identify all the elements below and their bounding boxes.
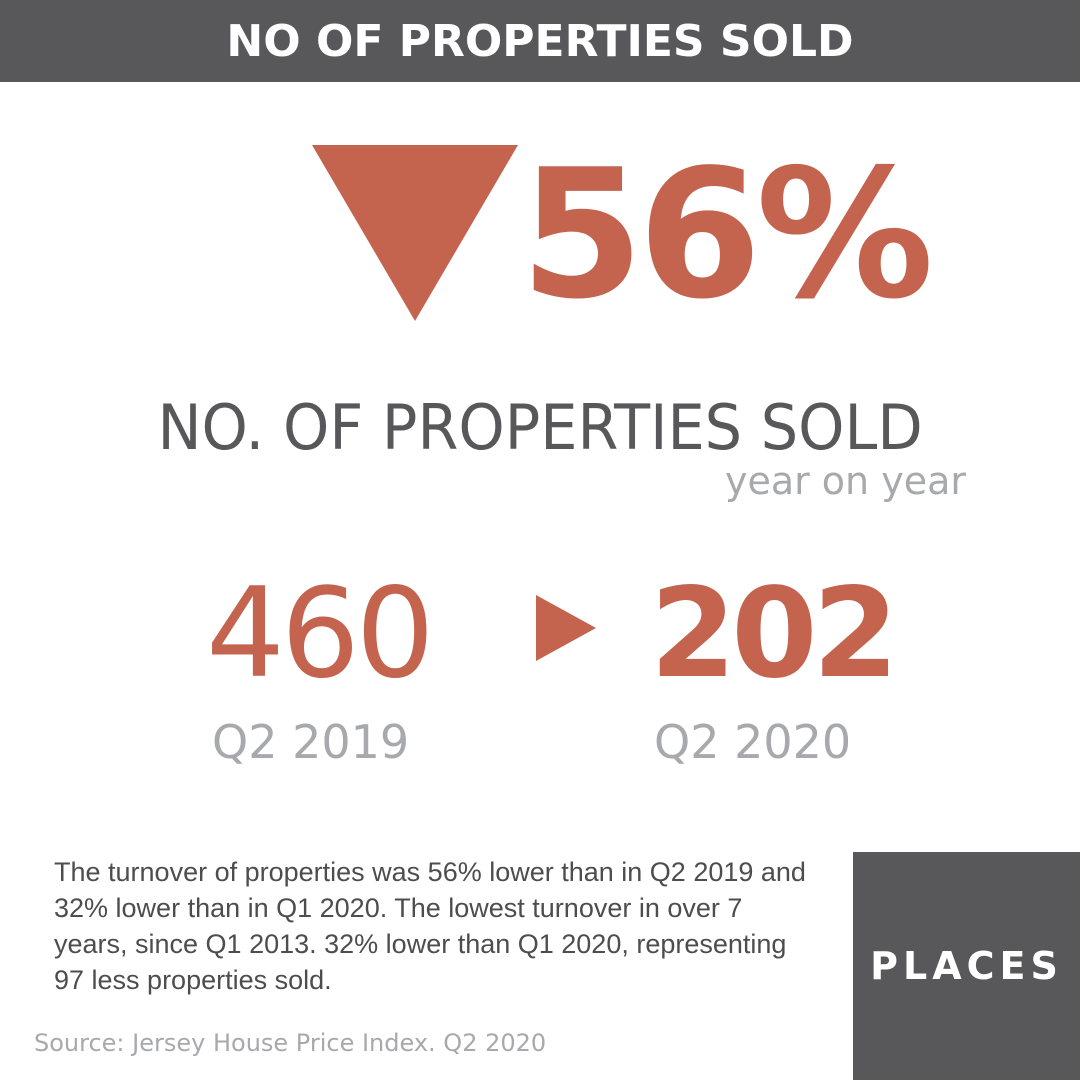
right-triangle-shape [536, 595, 596, 661]
after-value: 202 [650, 562, 899, 706]
down-triangle-shape [312, 145, 518, 321]
before-value: 460 [206, 562, 435, 706]
after-period: Q2 2020 [654, 715, 852, 769]
change-percent: 56% [520, 131, 934, 338]
description-text: The turnover of properties was 56% lower… [54, 857, 806, 995]
down-triangle-icon [312, 145, 518, 321]
before-period: Q2 2019 [212, 715, 410, 769]
subtitle: year on year [724, 459, 966, 503]
headline: NO. OF PROPERTIES SOLD [157, 391, 923, 464]
brand-name: PLACES [870, 944, 1063, 988]
header-bar: NO OF PROPERTIES SOLD [0, 0, 1080, 82]
brand-logo: PLACES [853, 852, 1080, 1080]
header-title: NO OF PROPERTIES SOLD [226, 15, 854, 67]
right-triangle-icon [536, 595, 596, 661]
source-note: Source: Jersey House Price Index. Q2 202… [34, 1029, 547, 1057]
